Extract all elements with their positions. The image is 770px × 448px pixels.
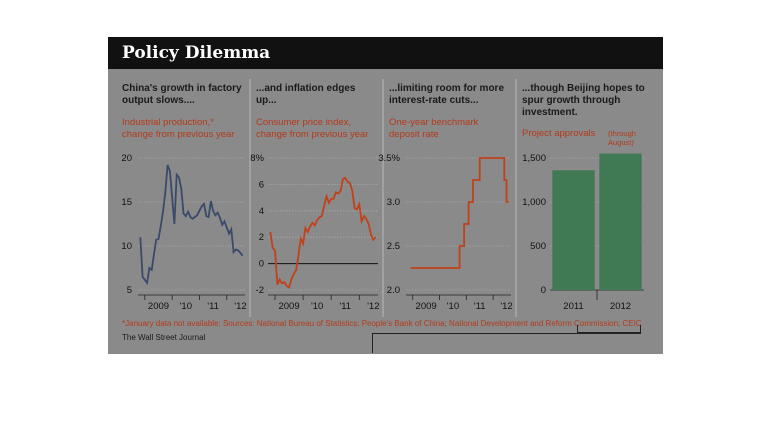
y-tick-label: 6	[259, 179, 264, 190]
x-tick-label: '10	[447, 301, 459, 312]
y-tick-label: 3.0	[387, 197, 400, 208]
x-tick-label: '11	[474, 301, 486, 312]
x-tick-label: '10	[311, 301, 323, 312]
y-tick-label: 3.5%	[378, 153, 400, 164]
y-tick-label: 4	[259, 206, 264, 217]
footnote: *January data not available; Sources: Na…	[122, 319, 642, 328]
title-bar: Policy Dilemma	[108, 37, 663, 69]
y-tick-label: 0	[259, 259, 264, 270]
y-tick-label: 2.5	[387, 241, 400, 252]
panel-1-subtitle: Industrial production,* change from prev…	[122, 117, 235, 140]
panel-2-subtitle: Consumer price index, change from previo…	[256, 117, 369, 140]
x-tick-label: '12	[234, 301, 246, 312]
series-line-cpi	[269, 176, 377, 289]
panel-3-subtitle: One-year benchmark deposit rate	[389, 117, 479, 140]
bar-2011	[552, 170, 595, 290]
x-tick-label: '10	[180, 301, 192, 312]
y-tick-label: 15	[121, 197, 132, 208]
x-tick-label: 2009	[416, 301, 437, 312]
panel-2-heading: ...and inflation edges up...	[256, 83, 356, 106]
x-tick-label: 2009	[278, 301, 299, 312]
y-tick-label: 8%	[250, 153, 264, 164]
x-tick-label: 2009	[148, 301, 169, 312]
y-tick-label: 10	[121, 241, 132, 252]
y-tick-label: 1,000	[522, 197, 546, 208]
y-tick-label: 2	[259, 232, 264, 243]
x-tick-label: 2012	[610, 301, 631, 312]
series-line-deposit-rate	[410, 157, 509, 269]
panel-4-heading: ...though Beijing hopes to spur growth t…	[522, 83, 645, 118]
y-tick-label: -2	[256, 285, 264, 296]
selection-box	[372, 333, 641, 353]
credit: The Wall Street Journal	[122, 333, 206, 342]
y-tick-label: 2.0	[387, 285, 400, 296]
x-tick-label: '12	[500, 301, 512, 312]
bar-2012	[599, 153, 642, 290]
y-tick-label: 0	[541, 285, 546, 296]
panel-3-heading: ...limiting room for more interest-rate …	[389, 83, 505, 106]
y-tick-label: 500	[530, 241, 546, 252]
panel-1-heading: China's growth in factory output slows..…	[122, 83, 242, 106]
y-tick-label: 20	[121, 153, 132, 164]
series-line-industrial-production	[139, 164, 244, 286]
chart-canvas: 20151052009'10'11'128%6420-22009'10'11'1…	[121, 79, 644, 317]
chart-title: Policy Dilemma	[122, 43, 271, 63]
selection-tab	[577, 325, 641, 333]
panel-4-subtitle: Project approvals	[522, 128, 596, 139]
x-tick-label: 2011	[563, 301, 583, 312]
x-tick-label: '11	[207, 301, 219, 312]
y-tick-label: 1,500	[522, 153, 546, 164]
panel-4-note: (through August)	[608, 129, 636, 147]
chart-figure: Policy Dilemma China's growth in factory…	[108, 37, 663, 354]
x-tick-label: '11	[339, 301, 351, 312]
y-tick-label: 5	[127, 285, 132, 296]
x-tick-label: '12	[367, 301, 379, 312]
